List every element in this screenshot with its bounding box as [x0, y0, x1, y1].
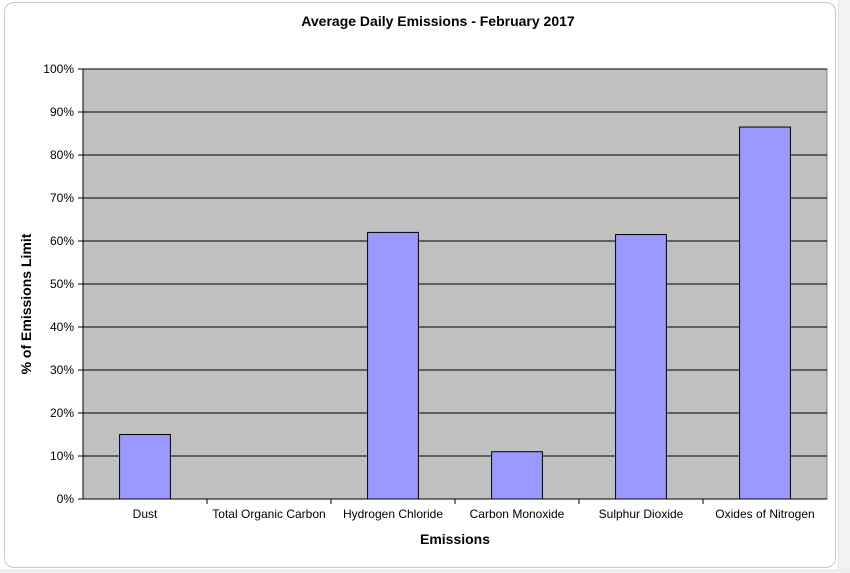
- x-tick-label: Oxides of Nitrogen: [715, 507, 814, 521]
- y-tick-label: 0%: [57, 492, 75, 506]
- scrollbar-strip: [838, 0, 850, 573]
- gridlines: [83, 68, 827, 457]
- x-tick-label: Total Organic Carbon: [212, 507, 325, 521]
- y-axis-title: % of Emissions Limit: [18, 233, 34, 374]
- bar: [739, 126, 791, 500]
- y-tick-label: 20%: [50, 406, 74, 420]
- x-tick-label: Hydrogen Chloride: [343, 507, 443, 521]
- y-tick-label: 40%: [50, 320, 74, 334]
- x-tick-label: Carbon Monoxide: [470, 507, 565, 521]
- chart-title: Average Daily Emissions - February 2017: [301, 13, 575, 29]
- bar: [615, 234, 667, 500]
- y-tick-label: 100%: [43, 62, 74, 76]
- bar: [119, 434, 171, 500]
- axes: [78, 68, 827, 504]
- bars-group: [119, 126, 791, 500]
- y-tick-label: 80%: [50, 148, 74, 162]
- x-tick-label: Sulphur Dioxide: [599, 507, 684, 521]
- bar: [491, 451, 543, 500]
- y-tick-label: 50%: [50, 277, 74, 291]
- x-axis-title: Emissions: [420, 531, 490, 547]
- y-tick-label: 90%: [50, 105, 74, 119]
- bar: [367, 231, 419, 500]
- y-tick-label: 10%: [50, 449, 74, 463]
- y-tick-label: 70%: [50, 191, 74, 205]
- x-tick-labels: Dust Total Organic Carbon Hydrogen Chlorid…: [133, 507, 815, 521]
- bottom-edge: [0, 569, 850, 573]
- y-tick-labels: 0% 10% 20% 30% 40% 50% 60% 70% 80% 90% 100%: [43, 62, 74, 506]
- x-tick-label: Dust: [133, 507, 158, 521]
- y-tick-label: 60%: [50, 234, 74, 248]
- y-tick-label: 30%: [50, 363, 74, 377]
